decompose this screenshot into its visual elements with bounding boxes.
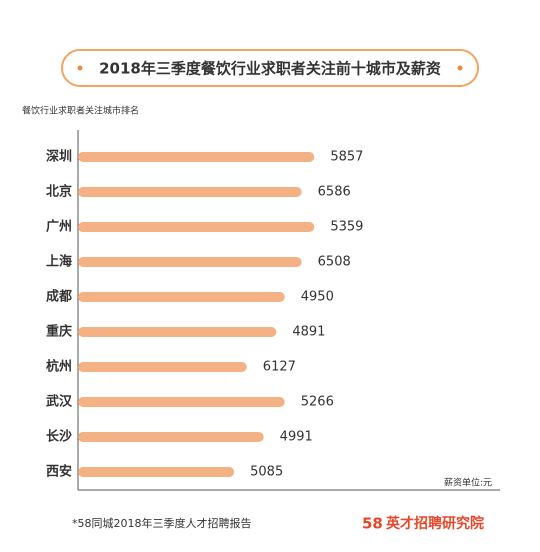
bar	[78, 152, 315, 162]
salary-label: 5359	[330, 220, 363, 235]
brand-mark: 58	[362, 515, 383, 533]
bar	[78, 187, 302, 197]
bar	[78, 222, 315, 232]
category-label: 长沙	[46, 429, 72, 445]
salary-label: 6508	[318, 255, 351, 270]
category-label: 广州	[46, 219, 72, 235]
title-frame	[61, 49, 479, 87]
bar	[78, 467, 235, 477]
bar	[78, 327, 277, 337]
brand-name: 英才招聘研究院	[385, 515, 484, 532]
salary-label: 5085	[250, 465, 283, 480]
category-label: 杭州	[46, 359, 72, 375]
salary-label: 4991	[280, 430, 313, 445]
category-label: 成都	[46, 289, 72, 305]
unit-note: 薪资单位:元	[444, 477, 492, 489]
category-label: 武汉	[46, 394, 73, 410]
category-label: 北京	[46, 184, 72, 200]
bar	[78, 257, 302, 267]
salary-label: 4950	[301, 290, 334, 305]
category-label: 重庆	[46, 324, 72, 340]
subtitle: 餐饮行业求职者关注城市排名	[22, 105, 139, 117]
category-label: 西安	[46, 464, 72, 480]
salary-label: 6586	[318, 185, 351, 200]
category-label: 深圳	[46, 149, 72, 165]
salary-label: 4891	[292, 325, 325, 340]
salary-label: 5857	[330, 150, 363, 165]
salary-label: 5266	[301, 395, 334, 410]
bar	[78, 292, 285, 302]
bar	[78, 432, 264, 442]
title-dot	[457, 65, 463, 71]
bar	[78, 362, 247, 372]
salary-label: 6127	[263, 360, 296, 375]
bar	[78, 397, 285, 407]
source: *58同城2018年三季度人才招聘报告	[72, 516, 252, 530]
category-label: 上海	[46, 254, 72, 270]
chart-title: 2018年三季度餐饮行业求职者关注前十城市及薪资	[99, 60, 441, 78]
title-dot	[77, 65, 83, 71]
